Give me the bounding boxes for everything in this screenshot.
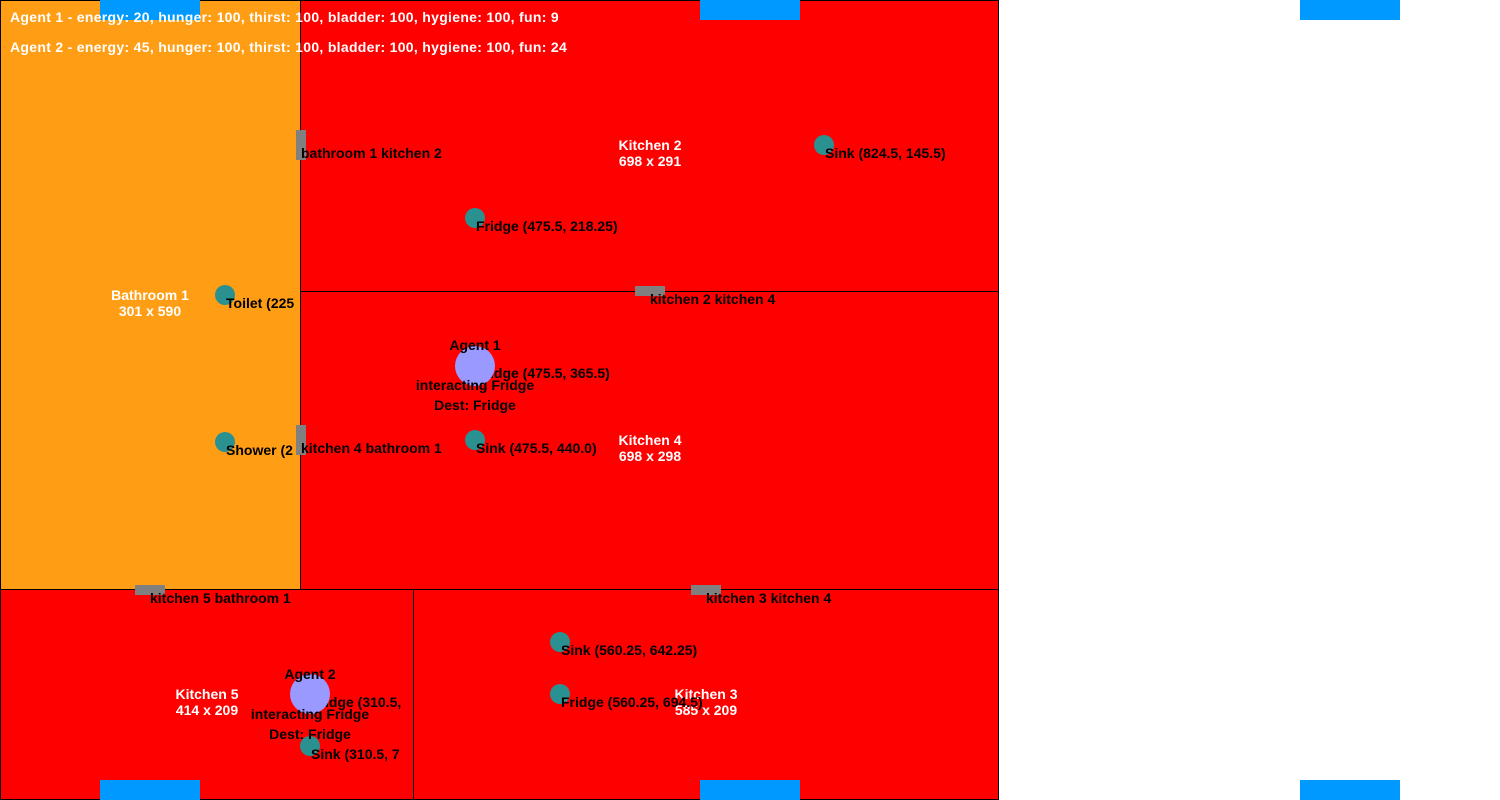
fridge-icon[interactable] xyxy=(465,208,485,228)
room-label-kitchen-2: Kitchen 2 698 x 291 xyxy=(580,137,720,169)
room-name: Bathroom 1 xyxy=(111,287,189,303)
room-label-kitchen-5: Kitchen 5 414 x 209 xyxy=(137,686,277,718)
sink-icon[interactable] xyxy=(300,736,320,756)
object-label-sink: Sink (824.5, 145.5) xyxy=(825,145,946,161)
door-label: bathroom 1 kitchen 2 xyxy=(301,145,442,161)
agent-2-status: Agent 2 - energy: 45, hunger: 100, thirs… xyxy=(10,39,568,55)
room-name: Kitchen 2 xyxy=(618,137,682,153)
door-kitchen3-kitchen4[interactable] xyxy=(691,585,721,595)
sink-icon[interactable] xyxy=(814,135,834,155)
sink-icon[interactable] xyxy=(465,430,485,450)
agent-2-action: interacting Fridge xyxy=(250,706,370,722)
agent-1-avatar[interactable] xyxy=(455,346,495,386)
room-kitchen-5 xyxy=(0,589,415,800)
object-label-fridge: Fridge (310.5, xyxy=(311,694,402,710)
room-size: 698 x 298 xyxy=(618,448,682,464)
agent-1-status: Agent 1 - energy: 20, hunger: 100, thirs… xyxy=(10,9,559,25)
toilet-icon[interactable] xyxy=(215,285,235,305)
agent-1-name: Agent 1 xyxy=(449,337,501,353)
window-top-3 xyxy=(1300,0,1400,20)
object-label-sink: Sink (475.5, 440.0) xyxy=(476,440,597,456)
fridge-icon[interactable] xyxy=(550,684,570,704)
window-top-1 xyxy=(100,0,200,20)
object-label-fridge: Fridge (560.25, 694.5) xyxy=(561,694,703,710)
room-size: 585 x 209 xyxy=(674,702,738,718)
agent-2-name: Agent 2 xyxy=(284,666,336,682)
door-bathroom1-kitchen2[interactable] xyxy=(296,130,306,160)
shower-icon[interactable] xyxy=(215,432,235,452)
room-bathroom-1 xyxy=(0,0,302,590)
room-size: 414 x 209 xyxy=(175,702,239,718)
room-size: 301 x 590 xyxy=(118,303,182,319)
agent-2-avatar[interactable] xyxy=(290,674,330,714)
door-label: kitchen 5 bathroom 1 xyxy=(150,590,291,606)
agent-2-destination: Dest: Fridge xyxy=(269,726,351,742)
window-bottom-1 xyxy=(100,780,200,800)
room-kitchen-3 xyxy=(413,589,999,800)
room-kitchen-2 xyxy=(300,0,999,292)
agent-1-action: interacting Fridge xyxy=(415,377,535,393)
agent-1-destination: Dest: Fridge xyxy=(434,397,516,413)
door-kitchen5-bathroom1[interactable] xyxy=(135,585,165,595)
door-label: kitchen 3 kitchen 4 xyxy=(706,590,832,606)
room-name: Kitchen 3 xyxy=(674,686,738,702)
object-label-fridge: Fridge (475.5, 218.25) xyxy=(476,218,618,234)
object-label-sink: Sink (310.5, 7 xyxy=(311,746,400,762)
door-kitchen2-kitchen4[interactable] xyxy=(635,286,665,296)
room-name: Kitchen 5 xyxy=(175,686,239,702)
window-bottom-2 xyxy=(700,780,800,800)
sink-icon[interactable] xyxy=(550,632,570,652)
door-label: kitchen 4 bathroom 1 xyxy=(301,440,442,456)
room-size: 698 x 291 xyxy=(618,153,682,169)
object-label-toilet: Toilet (225 xyxy=(226,295,295,311)
object-label-fridge: Fridge (475.5, 365.5) xyxy=(476,365,610,381)
door-label: kitchen 2 kitchen 4 xyxy=(650,291,776,307)
window-bottom-3 xyxy=(1300,780,1400,800)
room-label-kitchen-3: Kitchen 3 585 x 209 xyxy=(636,686,776,718)
room-label-bathroom-1: Bathroom 1 301 x 590 xyxy=(80,287,220,319)
object-label-shower: Shower (2 xyxy=(226,442,293,458)
room-name: Kitchen 4 xyxy=(618,432,682,448)
object-label-sink: Sink (560.25, 642.25) xyxy=(561,642,698,658)
window-top-2 xyxy=(700,0,800,20)
door-kitchen4-bathroom1[interactable] xyxy=(296,425,306,455)
room-label-kitchen-4: Kitchen 4 698 x 298 xyxy=(580,432,720,464)
